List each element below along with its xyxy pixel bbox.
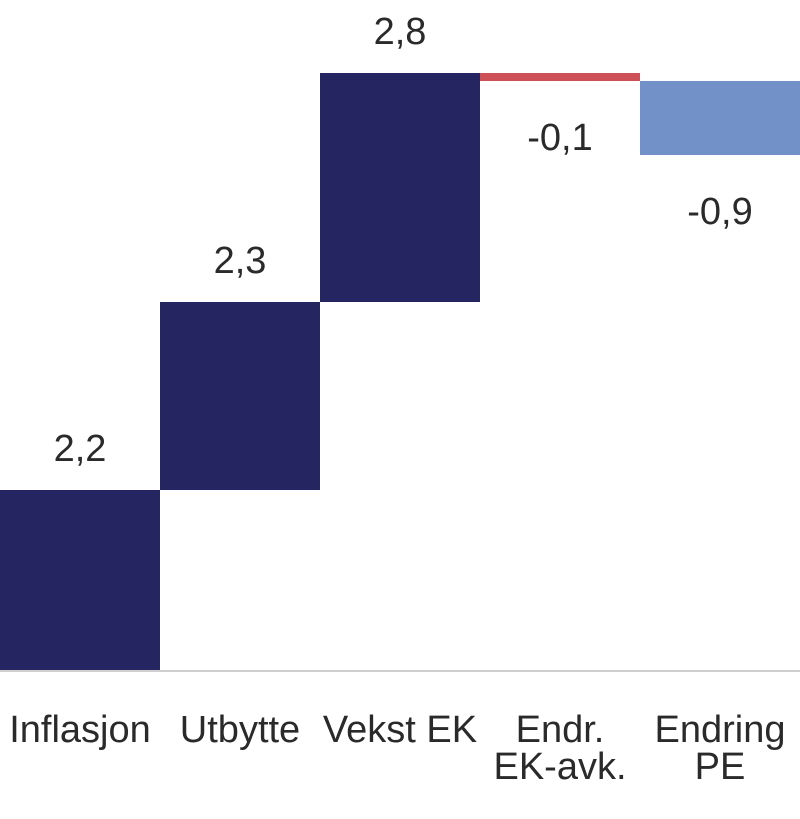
value-label-utbytte: 2,3 <box>213 240 267 282</box>
category-label-endr-ek-avk: Endr. EK-avk. <box>493 709 627 788</box>
value-label-vekst-ek: 2,8 <box>373 11 427 53</box>
x-axis-line <box>0 670 800 672</box>
category-label-inflasjon: Inflasjon <box>9 709 151 751</box>
value-label-endring-pe: -0,9 <box>687 191 753 233</box>
bar-endring-pe <box>640 81 800 155</box>
value-label-inflasjon: 2,2 <box>53 428 107 470</box>
bar-vekst-ek <box>320 73 480 302</box>
bar-inflasjon <box>0 490 160 670</box>
category-label-utbytte: Utbytte <box>179 709 301 751</box>
bar-endr-ek-avk <box>480 73 640 81</box>
category-label-endring-pe: Endring PE <box>654 709 786 788</box>
bar-utbytte <box>160 302 320 490</box>
value-label-endr-ek-avk: -0,1 <box>527 117 593 159</box>
category-label-vekst-ek: Vekst EK <box>322 709 478 751</box>
